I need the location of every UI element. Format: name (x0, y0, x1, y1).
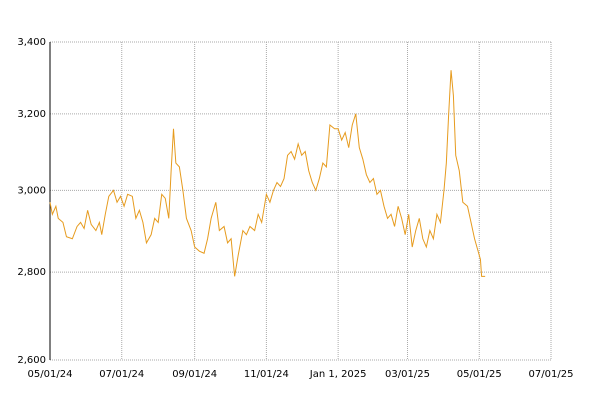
y-tick-label: 2,600 (17, 355, 46, 366)
x-tick-label: 05/01/24 (28, 369, 73, 380)
y-tick-label: 2,800 (17, 267, 46, 278)
x-tick-label: Jan 1, 2025 (309, 369, 367, 380)
y-tick-label: 3,000 (17, 185, 46, 196)
x-tick-label: 11/01/24 (244, 369, 289, 380)
line (49, 70, 486, 277)
y-tick-label: 3,400 (17, 37, 46, 48)
x-tick-label: 03/01/25 (385, 369, 430, 380)
x-tick-label: 09/01/24 (172, 369, 217, 380)
x-tick-label: 07/01/25 (529, 369, 574, 380)
x-tick-label: 07/01/24 (99, 369, 144, 380)
y-tick-label: 3,200 (17, 109, 46, 120)
x-tick-label: 05/01/25 (457, 369, 502, 380)
